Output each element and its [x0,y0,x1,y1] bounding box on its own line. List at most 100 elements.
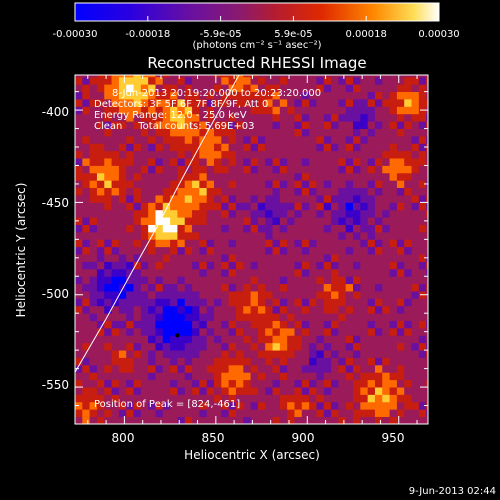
heatmap-cell [126,231,134,240]
heatmap-cell [111,401,120,410]
heatmap-cells [75,75,428,424]
heatmap-cell [316,409,325,418]
heatmap-cell [89,143,98,152]
heatmap-cell [418,261,427,270]
heatmap-cell [89,231,98,240]
heatmap-cell [265,276,273,285]
heatmap-cell [389,143,398,152]
heatmap-cell [309,195,317,203]
heatmap-cell [294,202,303,211]
heatmap-cell [374,217,383,225]
heatmap-cell [382,335,390,344]
heatmap-cell [170,158,178,166]
heatmap-cell [214,106,222,115]
heatmap-cell [148,291,156,299]
heatmap-cell [316,135,325,144]
heatmap-cell [221,128,230,137]
heatmap-cell [199,187,208,196]
heatmap-cell [96,298,105,307]
heatmap-cell [309,209,317,218]
heatmap-cell [162,76,171,85]
heatmap-cell [184,291,193,299]
heatmap-cell [338,99,347,107]
heatmap-cell [104,364,112,373]
heatmap-cell [301,364,310,373]
heatmap-cell [89,291,98,299]
heatmap-cell [96,187,105,196]
heatmap-cell [184,401,193,410]
heatmap-cell [345,409,354,418]
heatmap-cell [367,261,376,270]
heatmap-cell [396,268,405,277]
heatmap-cell [367,202,376,211]
heatmap-cell [374,106,383,115]
heatmap-cell [118,99,127,107]
heatmap-cell [96,84,105,93]
heatmap-cell [367,187,376,196]
heatmap-cell [360,357,369,366]
heatmap-cell [148,224,156,233]
heatmap-cell [301,394,310,403]
heatmap-cell [316,254,325,262]
heatmap-cell [89,99,98,107]
heatmap-cell [389,283,398,292]
heatmap-cell [170,276,178,285]
y-tick-label: -500 [42,287,69,301]
heatmap-cell [426,387,428,395]
heatmap-cell [192,209,200,218]
heatmap-cell [411,195,420,203]
heatmap-cell [411,99,420,107]
heatmap-cell [214,99,222,107]
heatmap-cell [214,320,222,329]
heatmap-cell [235,195,244,203]
heatmap-cell [411,202,420,211]
heatmap-cell [309,283,317,292]
heatmap-cell [126,128,134,137]
heatmap-cell [75,387,83,395]
heatmap-cell [272,84,281,93]
heatmap-cell [294,416,303,424]
heatmap-cell [411,379,420,388]
heatmap-cell [272,320,281,329]
heatmap-cell [214,150,222,159]
heatmap-cell [184,195,193,203]
heatmap-cell [367,276,376,285]
heatmap-cell [331,143,339,152]
heatmap-cell [272,91,281,100]
heatmap-cell [192,254,200,262]
heatmap-cell [367,401,376,410]
colorbar-tick-label: 0.00018 [346,29,387,40]
heatmap-cell [243,99,251,107]
heatmap-cell [287,150,295,159]
heatmap-cell [89,91,98,100]
heatmap-cell [338,91,347,100]
heatmap-cell [206,84,215,93]
heatmap-cell [89,150,98,159]
heatmap-cell [374,298,383,307]
heatmap-cell [411,320,420,329]
heatmap-cell [199,128,208,137]
heatmap-cell [279,327,288,336]
heatmap-cell [104,239,112,248]
heatmap-cell [214,202,222,211]
heatmap-cell [309,394,317,403]
heatmap-cell [140,209,149,218]
heatmap-cell [235,150,244,159]
heatmap-cell [148,158,156,166]
heatmap-cell [221,239,230,248]
heatmap-cell [257,187,266,196]
y-axis-label: Heliocentric Y (arcsec) [14,183,28,318]
heatmap-cell [214,268,222,277]
heatmap-cell [82,327,91,336]
heatmap-cell [396,416,405,424]
heatmap-cell [309,99,317,107]
heatmap-cell [118,180,127,189]
heatmap-cell [199,202,208,211]
heatmap-cell [389,387,398,395]
heatmap-cell [360,261,369,270]
heatmap-cell [294,305,303,314]
heatmap-cell [243,231,251,240]
heatmap-cell [301,350,310,358]
heatmap-cell [418,172,427,181]
heatmap-cell [426,150,428,159]
